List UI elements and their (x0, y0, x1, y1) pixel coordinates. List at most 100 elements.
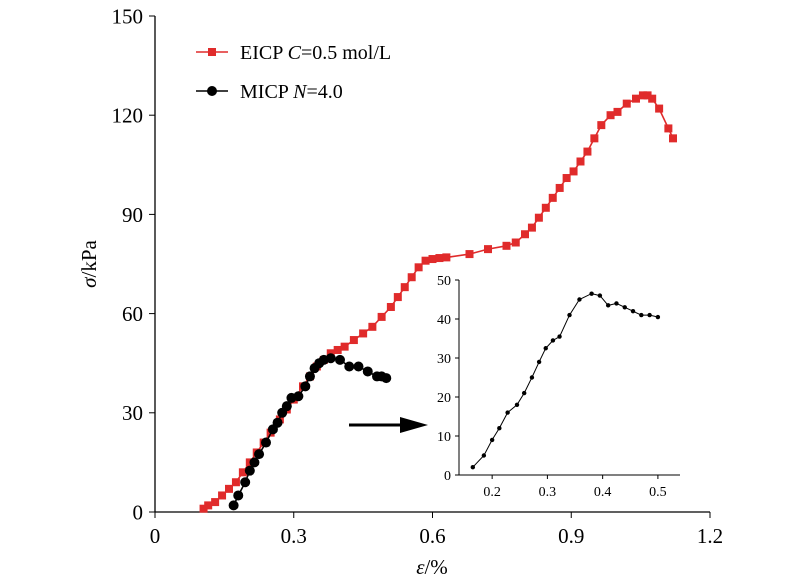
main-x-tick-label: 1.2 (697, 524, 723, 548)
inset-micp-point (655, 314, 661, 320)
main-eicp-point (548, 193, 557, 202)
inset-x-tick-label: 0.3 (539, 485, 557, 500)
inset-y-tick-label: 40 (437, 313, 451, 328)
main-eicp-point (465, 250, 474, 259)
main-eicp-point (576, 157, 585, 166)
main-micp-point (335, 354, 345, 365)
main-eicp-point (421, 256, 430, 265)
main-y-tick-label: 120 (112, 104, 144, 128)
legend-entry-micp: MICP N=4.0 (196, 81, 343, 103)
inset-y-tick-label: 10 (437, 430, 451, 445)
main-eicp-point (606, 111, 615, 120)
main-micp-point (300, 381, 311, 392)
inset-y-tick-label: 30 (437, 352, 451, 367)
main-eicp-point (534, 213, 543, 222)
main-x-tick-label: 0.9 (558, 524, 584, 548)
inset-x-tick-label: 0.5 (649, 485, 667, 500)
inset-micp-point (597, 293, 603, 298)
main-eicp-point (218, 491, 227, 500)
main-eicp-point (414, 263, 423, 272)
main-eicp-point (400, 283, 409, 292)
inset-micp-point (489, 437, 495, 443)
main-ticks: 0 0.3 0.6 0.9 1.2 0 30 60 90 120 150 (112, 4, 724, 548)
main-micp-point (381, 373, 392, 384)
main-eicp-point (655, 104, 664, 113)
inset-micp-line (472, 293, 659, 468)
main-micp-point (344, 361, 355, 372)
main-x-tick-label: 0.3 (281, 524, 307, 548)
inset-series (470, 291, 661, 470)
inset-micp-point (497, 426, 502, 431)
main-eicp-point (569, 167, 578, 176)
inset-x-tick-label: 0.4 (594, 485, 612, 500)
main-micp-point (249, 457, 260, 468)
main-y-tick-label: 0 (133, 500, 144, 524)
main-eicp-point (648, 94, 657, 103)
main-eicp-point (377, 312, 386, 321)
legend-micp-marker (207, 86, 217, 96)
legend-eicp-marker (208, 48, 216, 56)
main-eicp-point (368, 322, 377, 331)
main-eicp-point (349, 336, 358, 345)
main-eicp-point (231, 478, 240, 487)
main-eicp-point (407, 273, 416, 282)
inset-micp-point (505, 410, 510, 415)
inset-micp-point (589, 291, 594, 296)
main-micp-point (228, 500, 239, 511)
main-eicp-point (664, 124, 673, 133)
main-eicp-point (225, 484, 233, 493)
main-micp-point (254, 449, 265, 460)
main-eicp-point (204, 501, 213, 510)
main-micp-point (304, 371, 315, 382)
main-micp-point (362, 366, 373, 377)
main-eicp-point (541, 203, 550, 212)
main-eicp-point (622, 99, 631, 108)
main-eicp-point (199, 504, 208, 513)
main-eicp-point (359, 329, 368, 338)
main-micp-point (244, 465, 255, 476)
main-eicp-point (590, 134, 599, 143)
main-chart: 0 0.3 0.6 0.9 1.2 0 30 60 90 120 150 ε/% σ/kPa EIC… (77, 4, 723, 579)
main-y-axis-title: σ/kPa (77, 239, 101, 287)
main-micp-point (353, 361, 364, 372)
main-eicp-point (511, 238, 520, 247)
main-series (199, 91, 677, 513)
main-micp-point (281, 401, 292, 412)
main-eicp-point (435, 254, 444, 263)
main-eicp-point (527, 223, 536, 232)
main-eicp-point (333, 345, 342, 354)
main-micp-point (261, 437, 271, 448)
callout-arrow (349, 417, 428, 433)
main-micp-point (272, 417, 283, 428)
main-micp-point (325, 353, 336, 364)
main-x-tick-label: 0 (150, 524, 161, 548)
inset-micp-point (550, 338, 556, 343)
main-eicp-point (632, 94, 640, 103)
inset-micp-point (557, 334, 562, 339)
inset-micp-point (605, 303, 611, 308)
main-eicp-point (555, 183, 564, 192)
main-y-tick-label: 60 (122, 302, 143, 326)
inset-micp-point (521, 390, 527, 396)
inset-micp-point (614, 301, 619, 306)
inset-micp-point (647, 312, 652, 318)
main-x-axis-title: ε/% (416, 555, 448, 579)
main-y-tick-label: 90 (122, 203, 143, 227)
main-eicp-point (428, 255, 437, 264)
main-eicp-point (597, 121, 606, 130)
main-eicp-point (238, 468, 247, 477)
main-eicp-point (583, 147, 592, 156)
inset-micp-point (470, 465, 476, 470)
main-x-tick-label: 0.6 (419, 524, 445, 548)
main-eicp-point (521, 230, 529, 239)
legend-entry-eicp: EICP C=0.5 mol/L (196, 42, 391, 64)
main-eicp-point (393, 293, 402, 302)
inset-micp-point (536, 359, 542, 365)
inset-micp-point (639, 312, 644, 318)
main-eicp-point (643, 91, 652, 100)
inset-chart: 0.2 0.3 0.4 0.5 0 10 20 30 40 50 (437, 274, 680, 500)
legend: EICP C=0.5 mol/L MICP N=4.0 (196, 42, 391, 103)
inset-micp-point (481, 453, 487, 458)
main-y-tick-label: 150 (112, 4, 144, 28)
